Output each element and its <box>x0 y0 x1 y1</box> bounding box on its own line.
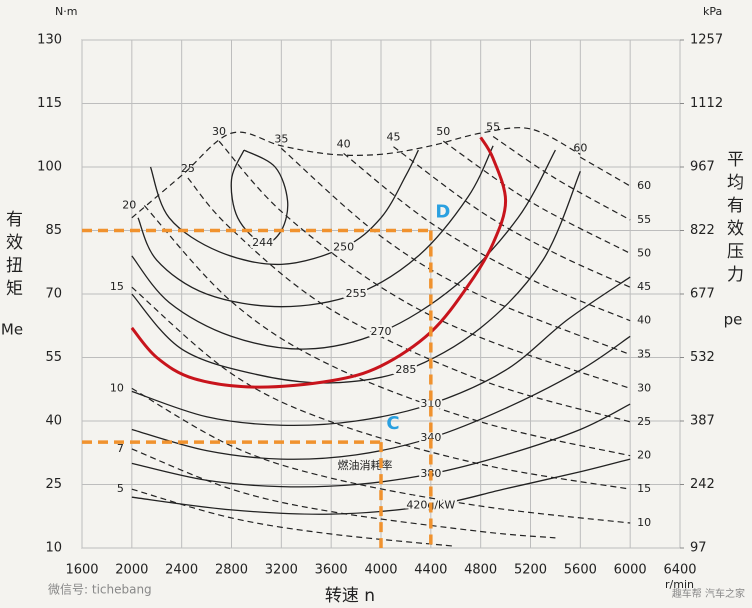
power-label: 60 <box>573 141 587 154</box>
y2-axis-symbol: pe <box>724 311 743 329</box>
power-label: 60 <box>637 179 651 192</box>
bsfc-contour <box>131 276 631 427</box>
power-label: 50 <box>637 246 651 259</box>
power-label: 20 <box>637 449 651 462</box>
x-tick-label: 4800 <box>464 563 497 578</box>
power-label: 5 <box>117 482 124 495</box>
power-label: 20 <box>122 199 136 212</box>
y2-axis-label: 平均有效压力 <box>723 150 744 288</box>
y2-tick-label: 677 <box>690 287 715 302</box>
x-tick-label: 2400 <box>165 563 198 578</box>
y-tick-label: 55 <box>45 350 62 365</box>
y2-unit: kPa <box>703 5 722 18</box>
power-label: 35 <box>274 132 288 145</box>
power-label: 7 <box>117 442 124 455</box>
bsfc-contour <box>131 403 631 488</box>
y2-tick-label: 242 <box>690 477 715 492</box>
x-tick-label: 4400 <box>414 563 447 578</box>
x-tick-label: 6400 <box>663 563 696 578</box>
power-label: 25 <box>637 415 651 428</box>
annotation: 燃油消耗率 <box>338 458 393 472</box>
power-label: 50 <box>436 125 450 138</box>
power-label: 30 <box>212 125 226 138</box>
power-label: 15 <box>637 482 651 495</box>
power-line <box>343 152 631 322</box>
y-tick-label: 115 <box>37 96 62 111</box>
power-label: 30 <box>637 381 651 394</box>
optimal-curve <box>130 136 508 389</box>
power-label: 40 <box>337 137 351 150</box>
x-tick-label: 4000 <box>364 563 397 578</box>
y-tick-label: 10 <box>45 541 62 556</box>
y2-tick-label: 532 <box>690 350 715 365</box>
power-line <box>143 205 631 457</box>
y2-tick-label: 822 <box>690 223 715 238</box>
power-line <box>131 286 631 490</box>
power-label: 35 <box>637 348 651 361</box>
bsfc-contour <box>137 145 494 308</box>
x-tick-label: 2000 <box>115 563 148 578</box>
bsfc-contour <box>230 149 289 245</box>
y2-tick-label: 1257 <box>690 33 723 48</box>
bsfc-contour <box>149 149 419 266</box>
y2-tick-label: 967 <box>690 160 715 175</box>
power-line <box>131 387 631 524</box>
power-line <box>218 140 631 389</box>
y-tick-label: 85 <box>45 223 62 238</box>
bsfc-contour <box>131 170 581 384</box>
operating-point-label: D <box>435 202 450 223</box>
power-label: 45 <box>386 131 400 144</box>
y-axis-symbol: Me <box>1 321 23 339</box>
x-tick-label: 3600 <box>315 563 348 578</box>
x-tick-label: 5200 <box>514 563 547 578</box>
bsfc-label: 285 <box>395 363 416 376</box>
bsfc-contour <box>131 149 556 350</box>
y-tick-label: 100 <box>37 160 62 175</box>
y-tick-label: 25 <box>45 477 62 492</box>
x-tick-label: 2800 <box>215 563 248 578</box>
power-line <box>492 136 631 221</box>
power-label: 55 <box>486 121 500 134</box>
power-line <box>580 156 631 187</box>
power-label: 25 <box>181 162 195 175</box>
full-load-envelope <box>131 127 581 219</box>
bsfc-label: 310 <box>420 397 441 410</box>
operating-point-label: C <box>386 413 399 434</box>
y-tick-label: 70 <box>45 287 62 302</box>
power-line <box>131 448 556 539</box>
power-line <box>442 140 631 254</box>
x-axis-label: 转速 n <box>325 586 375 606</box>
bsfc-contour <box>131 335 631 460</box>
power-label: 40 <box>637 314 651 327</box>
power-label: 10 <box>110 381 124 394</box>
bsfc-label: 270 <box>371 325 392 338</box>
x-tick-label: 1600 <box>65 563 98 578</box>
bsfc-contour <box>131 458 631 515</box>
bsfc-label: 340 <box>420 431 441 444</box>
y-tick-label: 130 <box>37 33 62 48</box>
bsfc-label: 250 <box>333 240 354 253</box>
watermark: 微信号: tichebang <box>48 583 152 597</box>
power-label: 15 <box>110 280 124 293</box>
x-tick-label: 3200 <box>265 563 298 578</box>
power-label: 10 <box>637 516 651 529</box>
bsfc-label: 255 <box>346 287 367 300</box>
power-line <box>393 146 631 288</box>
y2-tick-label: 97 <box>690 541 707 556</box>
power-label: 55 <box>637 213 651 226</box>
bsfc-label: 244 <box>252 236 273 249</box>
y-axis-label: 有效扭矩 <box>2 210 23 302</box>
power-label: 45 <box>637 280 651 293</box>
y-tick-label: 40 <box>45 414 62 429</box>
power-line <box>187 177 631 423</box>
x-tick-label: 6000 <box>614 563 647 578</box>
y2-tick-label: 1112 <box>690 96 723 111</box>
x-unit: r/min <box>665 578 694 591</box>
y2-tick-label: 387 <box>690 414 715 429</box>
watermark: 趣车帮 汽车之家 <box>672 587 745 600</box>
x-tick-label: 5600 <box>564 563 597 578</box>
y-unit: N·m <box>55 5 77 18</box>
